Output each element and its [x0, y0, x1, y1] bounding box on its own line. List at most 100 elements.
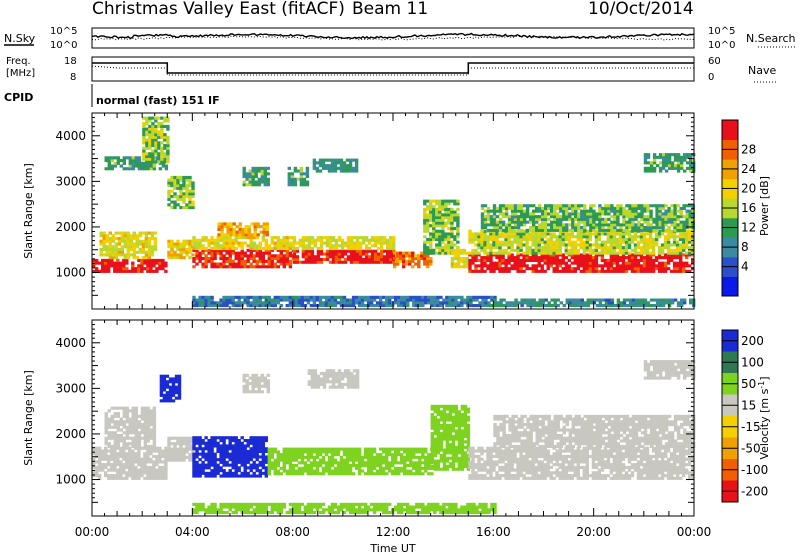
cell-0-18	[532, 252, 535, 255]
cell-0-19	[502, 212, 505, 215]
cell-0-15	[423, 216, 426, 219]
cell-1-1	[132, 437, 135, 440]
cell-0-15	[429, 200, 432, 203]
cell-1-4	[210, 439, 213, 442]
cell-0-17	[477, 264, 480, 267]
cell-0-14	[414, 254, 417, 257]
cell-0-14	[402, 260, 405, 263]
cell-0-21	[427, 301, 430, 304]
cell-1-4	[262, 450, 265, 453]
cell-0-19	[637, 226, 640, 229]
cell-1-4	[219, 475, 222, 478]
cell-0-14	[405, 263, 408, 266]
cell-0-6	[198, 252, 201, 255]
cell-0-18	[577, 243, 580, 246]
cell-0-0	[107, 264, 110, 267]
cell-0-18	[598, 235, 601, 238]
cell-0-18	[685, 235, 688, 238]
cell-0-20	[668, 153, 671, 156]
cell-0-17	[577, 256, 580, 259]
cell-0-19	[502, 221, 505, 224]
cell-0-19	[565, 229, 568, 232]
cell-0-21	[274, 304, 277, 307]
cell-0-15	[438, 205, 441, 208]
cell-0-18	[529, 235, 532, 238]
cell-0-12	[305, 236, 308, 239]
cell-0-19	[616, 229, 619, 232]
cell-0-21	[316, 296, 319, 299]
cell-0-11	[302, 250, 305, 253]
cell-0-19	[634, 218, 637, 221]
cell-0-19	[640, 223, 643, 226]
cell-0-18	[628, 241, 631, 244]
cell-0-5	[167, 192, 170, 195]
cell-0-15	[423, 224, 426, 227]
cell-0-18	[640, 246, 643, 249]
cell-0-19	[490, 210, 493, 213]
cell-0-15	[450, 230, 453, 233]
cell-0-21	[451, 296, 454, 299]
cell-0-7	[277, 247, 280, 250]
cell-0-16	[463, 265, 466, 268]
cell-0-18	[652, 238, 655, 241]
cell-0-12	[326, 244, 329, 247]
cell-0-12	[359, 247, 362, 250]
cell-1-1	[132, 429, 135, 432]
cell-1-0	[113, 466, 116, 469]
cell-1-0	[116, 463, 119, 466]
cell-0-6	[219, 257, 222, 260]
cell-0-18	[574, 249, 577, 252]
cell-0-18	[670, 235, 673, 238]
cell-0-4	[185, 240, 188, 243]
cell-0-20	[671, 167, 674, 170]
y-tick-label: 1000	[55, 266, 86, 280]
cell-0-13	[349, 164, 352, 167]
cell-0-2	[132, 162, 135, 165]
cell-0-1	[148, 253, 151, 256]
cell-0-17	[628, 262, 631, 265]
cell-0-17	[516, 267, 519, 270]
cell-0-18	[640, 241, 643, 244]
cell-0-15	[453, 202, 456, 205]
cell-0-8	[248, 233, 251, 236]
cell-0-17	[649, 259, 652, 262]
cell-0-13	[334, 164, 337, 167]
cell-0-21	[394, 299, 397, 302]
cell-0-17	[601, 264, 604, 267]
cell-1-4	[204, 458, 207, 461]
cell-0-17	[655, 267, 658, 270]
cell-0-8	[230, 225, 233, 228]
cell-0-21	[253, 299, 256, 302]
cell-0-22	[665, 301, 668, 304]
cell-0-15	[453, 213, 456, 216]
cell-0-18	[667, 252, 670, 255]
cell-0-22	[641, 301, 644, 304]
cell-0-19	[547, 207, 550, 210]
cell-0-19	[559, 207, 562, 210]
cell-0-0	[104, 264, 107, 267]
cell-0-21	[204, 296, 207, 299]
cell-0-21	[364, 296, 367, 299]
cell-0-20	[662, 164, 665, 167]
cell-0-18	[562, 235, 565, 238]
cell-1-4	[247, 461, 250, 464]
cell-0-18	[682, 243, 685, 246]
cell-0-15	[438, 208, 441, 211]
cell-0-18	[679, 235, 682, 238]
cell-0-18	[483, 243, 486, 246]
cell-0-18	[474, 238, 477, 241]
cell-1-4	[256, 464, 259, 467]
cell-0-17	[580, 262, 583, 265]
cell-0-15	[444, 211, 447, 214]
cell-0-9	[249, 183, 252, 186]
cell-0-21	[445, 296, 448, 299]
cell-0-0	[161, 264, 164, 267]
cell-0-6	[265, 265, 268, 268]
cell-0-2	[141, 162, 144, 165]
cell-0-19	[683, 221, 686, 224]
cell-0-18	[538, 243, 541, 246]
cell-0-15	[447, 246, 450, 249]
cell-0-17	[655, 256, 658, 259]
cell-0-17	[643, 270, 646, 273]
cell-0-3	[154, 160, 157, 163]
